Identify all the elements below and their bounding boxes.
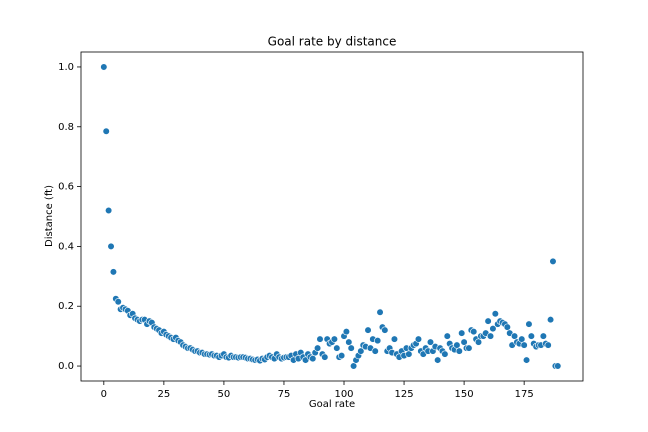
y-tick-label: 0.8 [58, 122, 74, 133]
point [105, 206, 113, 215]
point [544, 341, 552, 349]
point [520, 341, 528, 349]
point [364, 326, 372, 334]
point [443, 332, 451, 340]
y-tick-label: 0.4 [58, 241, 74, 252]
x-tick-label: 150 [455, 389, 474, 400]
y-axis-label: Distance (ft) [44, 185, 55, 247]
point [474, 338, 483, 346]
point [316, 335, 324, 343]
x-tick-label: 25 [157, 389, 170, 400]
point [102, 127, 110, 135]
point [465, 344, 473, 352]
point [100, 63, 108, 71]
point [309, 354, 317, 363]
plot-frame [80, 51, 584, 382]
point [554, 362, 562, 370]
point [107, 242, 115, 251]
point [342, 328, 351, 336]
y-tick-label: 0.2 [58, 301, 74, 312]
point [453, 341, 461, 349]
point [486, 332, 495, 340]
point [518, 335, 526, 343]
point [522, 356, 531, 364]
chart-title: Goal rate by distance [268, 35, 397, 49]
point [503, 323, 511, 331]
point [345, 338, 353, 346]
point [426, 338, 435, 346]
point [114, 298, 122, 306]
point [455, 347, 463, 355]
point [374, 337, 382, 345]
x-tick-label: 175 [515, 389, 534, 400]
point [460, 338, 468, 346]
y-tick-label: 0.6 [58, 182, 74, 193]
point [546, 316, 555, 324]
point [333, 344, 341, 352]
point [527, 332, 535, 340]
point [350, 362, 358, 370]
point [491, 310, 499, 318]
point [321, 353, 329, 361]
x-tick-label: 50 [218, 389, 231, 400]
y-tick-label: 1.0 [58, 62, 74, 73]
point [470, 328, 478, 336]
point [441, 350, 449, 358]
point [549, 257, 557, 265]
x-axis-label: Goal rate [309, 399, 355, 410]
point [313, 344, 322, 352]
point [414, 335, 423, 343]
point [484, 317, 492, 325]
point [434, 356, 442, 364]
x-tick-label: 75 [278, 389, 291, 400]
point [510, 332, 519, 340]
y-tick-label: 0.0 [58, 361, 74, 372]
point [347, 344, 355, 352]
x-tick-label: 0 [101, 389, 107, 400]
point [371, 347, 379, 355]
point [376, 308, 384, 316]
point [405, 350, 413, 358]
point [109, 268, 118, 276]
x-tick-label: 100 [334, 389, 353, 400]
point [525, 320, 533, 328]
point [330, 335, 339, 343]
point [539, 332, 547, 340]
x-tick-label: 125 [395, 389, 414, 400]
point [338, 351, 346, 360]
point [381, 326, 389, 334]
point [357, 347, 365, 355]
point [458, 329, 466, 337]
point [390, 335, 399, 343]
point [489, 325, 497, 333]
